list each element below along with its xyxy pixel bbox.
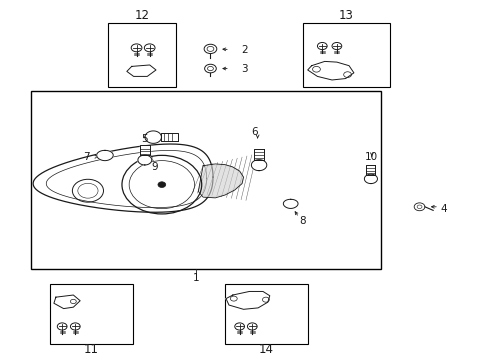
Text: 7: 7	[83, 152, 90, 162]
Polygon shape	[251, 160, 266, 171]
Circle shape	[247, 323, 257, 330]
Text: 1: 1	[192, 273, 199, 283]
Polygon shape	[33, 144, 213, 212]
Text: 11: 11	[83, 343, 99, 356]
Circle shape	[158, 182, 165, 188]
Polygon shape	[161, 133, 178, 141]
Polygon shape	[54, 295, 80, 309]
Text: 4: 4	[440, 203, 446, 213]
Circle shape	[70, 323, 80, 330]
Polygon shape	[97, 150, 113, 161]
Text: 10: 10	[364, 152, 377, 162]
Polygon shape	[144, 131, 161, 143]
Circle shape	[413, 203, 424, 211]
Text: 8: 8	[299, 216, 305, 226]
Polygon shape	[307, 62, 353, 80]
Polygon shape	[126, 65, 156, 76]
Polygon shape	[225, 292, 269, 309]
Polygon shape	[283, 199, 297, 208]
Polygon shape	[200, 165, 243, 197]
Text: 2: 2	[241, 45, 247, 55]
Text: 14: 14	[258, 343, 273, 356]
Bar	[30, 91, 380, 269]
Circle shape	[234, 323, 244, 330]
Circle shape	[203, 44, 216, 54]
Polygon shape	[366, 165, 375, 175]
Polygon shape	[138, 155, 151, 165]
Circle shape	[131, 44, 142, 52]
Text: 3: 3	[241, 64, 247, 74]
Text: 12: 12	[135, 9, 150, 22]
Circle shape	[144, 44, 155, 52]
Bar	[224, 284, 307, 344]
Bar	[50, 284, 132, 344]
Text: 13: 13	[339, 9, 353, 22]
Polygon shape	[364, 174, 377, 184]
Bar	[302, 23, 389, 87]
Polygon shape	[140, 145, 149, 156]
Circle shape	[204, 64, 216, 73]
Circle shape	[57, 323, 67, 330]
Text: 6: 6	[250, 127, 257, 137]
Polygon shape	[253, 149, 264, 160]
Circle shape	[317, 42, 326, 50]
Circle shape	[331, 42, 341, 50]
Text: 5: 5	[141, 134, 148, 144]
Text: 9: 9	[151, 162, 158, 172]
Bar	[108, 23, 176, 87]
